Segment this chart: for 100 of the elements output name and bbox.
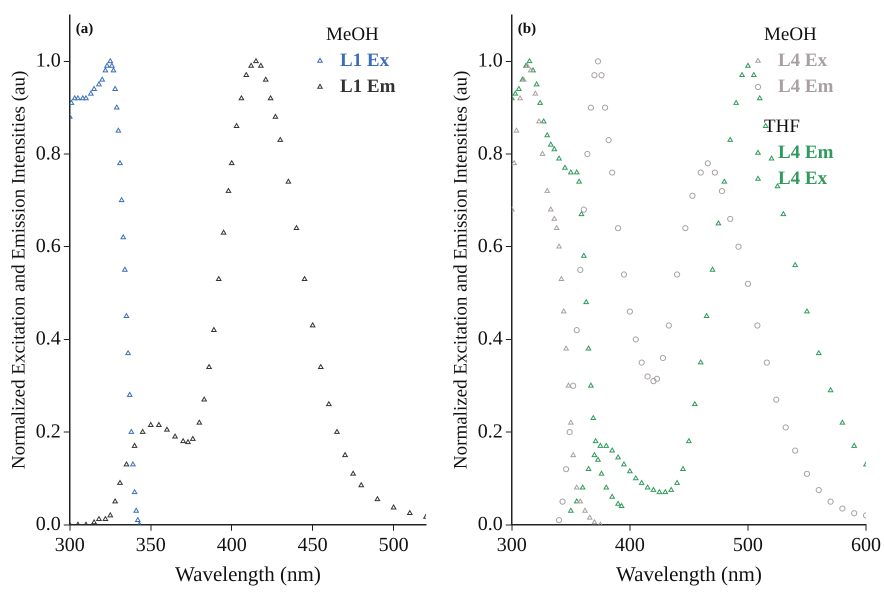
point	[586, 346, 592, 350]
point	[310, 322, 316, 328]
point	[130, 461, 136, 466]
point	[686, 438, 692, 444]
point	[512, 90, 518, 96]
legend-label: L4 Em	[778, 76, 834, 97]
point	[374, 496, 380, 502]
point	[128, 429, 134, 434]
point	[828, 387, 834, 392]
point	[350, 470, 356, 476]
point	[654, 376, 660, 382]
point	[588, 382, 594, 388]
point	[526, 58, 532, 64]
y-tick-label: 0.8	[478, 142, 503, 164]
legend-label: L4 Ex	[778, 50, 828, 71]
point	[592, 452, 598, 458]
point	[584, 150, 590, 158]
x-tick-label: 300	[496, 534, 527, 556]
point	[566, 429, 573, 436]
y-tick-label: 0.2	[36, 420, 61, 442]
point	[582, 508, 588, 513]
point	[536, 118, 542, 124]
legend-label: L1 Ex	[340, 50, 390, 71]
point	[595, 456, 601, 462]
point	[560, 308, 566, 314]
point	[568, 169, 574, 174]
point	[620, 271, 628, 278]
point	[120, 234, 126, 240]
point	[578, 211, 584, 216]
point	[638, 480, 644, 485]
x-axis-title: Wavelength (nm)	[616, 562, 762, 586]
y-tick-label: 1.0	[478, 50, 503, 72]
point	[710, 266, 716, 272]
point	[602, 104, 608, 111]
point	[562, 164, 568, 170]
point	[581, 252, 587, 258]
point	[556, 244, 562, 249]
y-tick-label: 0.0	[478, 513, 503, 536]
point	[592, 438, 598, 444]
point	[662, 489, 668, 494]
point	[125, 350, 131, 356]
chart-title: (a)	[76, 20, 94, 37]
point	[851, 510, 858, 516]
point	[206, 364, 212, 370]
point	[102, 68, 108, 72]
point	[248, 62, 254, 68]
point	[112, 498, 118, 504]
point	[615, 500, 621, 506]
point	[552, 216, 558, 221]
legend-label: L4 Em	[778, 142, 834, 163]
point	[604, 484, 610, 490]
point	[580, 484, 586, 490]
point	[294, 225, 300, 230]
point	[238, 95, 244, 100]
point	[528, 68, 534, 72]
point	[570, 452, 576, 458]
point	[75, 95, 81, 100]
x-tick-label: 400	[614, 534, 645, 556]
point	[792, 448, 798, 454]
y-axis-title: Normalized Excitation and Emission Intensities (au)	[8, 70, 30, 470]
point	[358, 482, 364, 488]
point	[211, 327, 217, 332]
point	[660, 354, 666, 362]
legend-label: L4 Ex	[778, 168, 828, 189]
point	[668, 486, 674, 492]
point	[516, 86, 522, 91]
point	[626, 308, 633, 315]
point	[674, 480, 680, 485]
point	[226, 188, 232, 193]
point	[135, 517, 141, 522]
point	[633, 475, 639, 480]
x-tick-label: 500	[378, 534, 409, 556]
point	[548, 206, 554, 212]
point	[116, 128, 122, 133]
point	[334, 429, 340, 434]
point	[104, 62, 110, 68]
y-tick-label: 0.0	[36, 513, 61, 536]
point	[534, 81, 540, 86]
point	[514, 128, 520, 133]
point	[689, 192, 696, 199]
point	[638, 359, 645, 366]
point	[552, 146, 558, 152]
point	[253, 58, 259, 64]
point	[682, 225, 688, 232]
point	[563, 466, 570, 472]
point	[124, 461, 130, 466]
point	[782, 424, 789, 431]
point	[574, 169, 580, 174]
point	[568, 420, 574, 425]
x-tick-label: 500	[732, 534, 763, 556]
point	[722, 178, 728, 184]
point	[754, 322, 760, 329]
y-tick-label: 0.4	[36, 328, 61, 350]
point	[578, 498, 584, 504]
point	[407, 510, 413, 516]
point	[302, 276, 308, 281]
point	[96, 81, 102, 86]
point	[666, 322, 672, 329]
point	[117, 160, 123, 166]
point	[228, 160, 234, 166]
